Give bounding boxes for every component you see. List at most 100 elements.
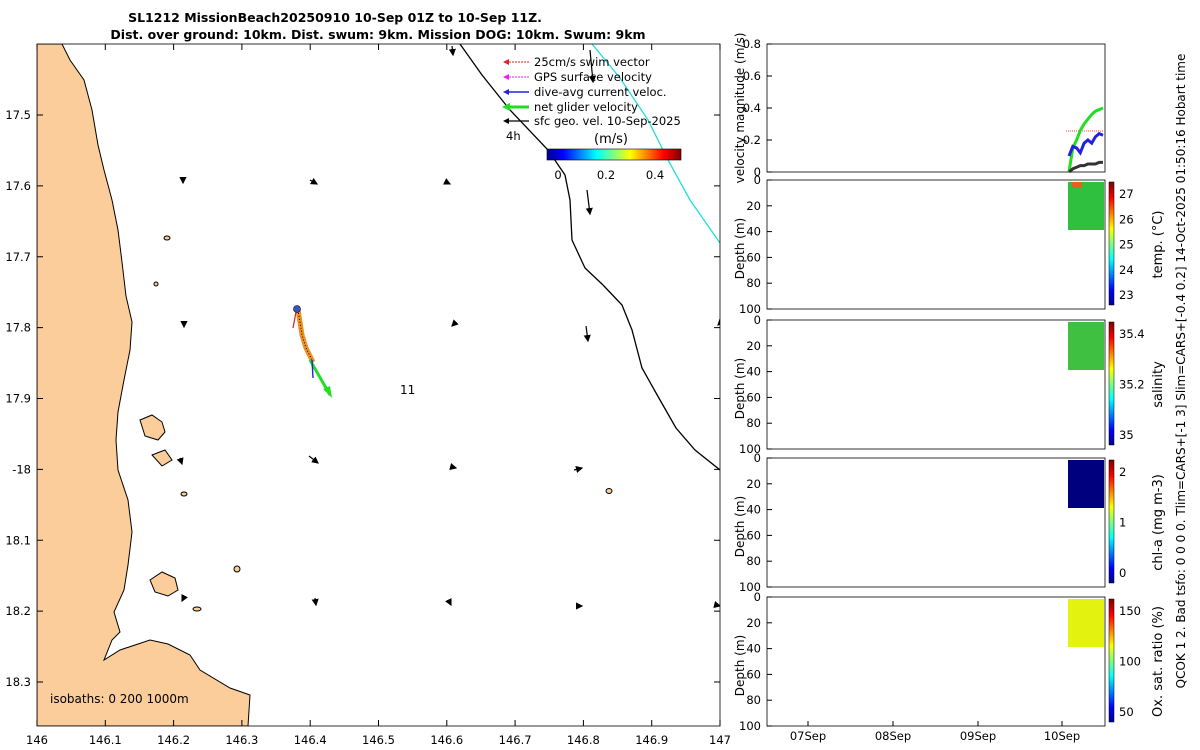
- cbar-tick-label: 150: [1119, 604, 1141, 618]
- island-5: [153, 281, 159, 287]
- map-xtick-label: 146.3: [225, 733, 258, 747]
- vel-ytick-label: 0: [754, 165, 761, 179]
- geo-velocity-arrows: [176, 45, 720, 610]
- net-glider-head: [323, 386, 332, 398]
- legend-gps: GPS surface velocity: [534, 70, 652, 84]
- depth-ytick-label: 20: [746, 477, 761, 491]
- cbar-tick-label: 23: [1119, 288, 1134, 302]
- depth-ytick-label: 0: [754, 313, 761, 327]
- depth-ytick-label: 80: [746, 416, 761, 430]
- map-ytick-label: 18.2: [5, 604, 31, 618]
- depth-data-block: [1068, 460, 1104, 508]
- velocity-series-black: [1068, 160, 1103, 174]
- depth-data-block: [1068, 599, 1104, 647]
- island-3: [605, 488, 613, 494]
- time-xtick-label: 08Sep: [875, 729, 911, 743]
- time-xtick-label: 07Sep: [790, 729, 826, 743]
- map-xtick-label: 146.6: [430, 733, 463, 747]
- depth-panel-frame: [766, 596, 1106, 727]
- cbar-tick-0: 0: [554, 168, 561, 182]
- cbar-tick-label: 35: [1119, 428, 1134, 442]
- map-ytick-label: -18: [12, 462, 31, 476]
- isobaths-label: isobaths: 0 200 1000m: [50, 692, 189, 706]
- cbar-tick-label: 24: [1119, 263, 1134, 277]
- map-xtick-label: 146: [26, 733, 48, 747]
- colorbar-label: (m/s): [594, 132, 628, 147]
- cbar-tick-label: 1: [1119, 516, 1126, 530]
- depth-ytick-label: 100: [739, 442, 761, 456]
- depth-ytick-label: 100: [739, 719, 761, 733]
- depth-panel-4: 0 20 40 60 80 100 Depth (m) 150 100 50 Ox. sat. ra…: [733, 590, 1166, 743]
- depth-ytick-label: 100: [739, 580, 761, 594]
- map-xtick-label: 146.5: [362, 733, 395, 747]
- isobath-200m: [459, 44, 720, 471]
- depth-ytick-label: 80: [746, 276, 761, 290]
- current-vector: [311, 359, 314, 379]
- map-xtick-label: 146.2: [157, 733, 190, 747]
- depth-data-block: [1068, 182, 1104, 230]
- depth-panel-frame: [766, 457, 1106, 588]
- velocity-ylabel: velocity magnitude (m/s): [733, 33, 747, 184]
- cbar-tick-label: 27: [1119, 187, 1134, 201]
- swim-vector: [292, 311, 297, 329]
- depth-ytick-label: 20: [746, 616, 761, 630]
- cbar-tick-label: 100: [1119, 655, 1141, 669]
- map-legend: 25cm/s swim vector GPS surface velocity …: [502, 55, 682, 182]
- depth-ylabel: Depth (m): [733, 496, 747, 557]
- map-ytick-label: 17.5: [5, 108, 31, 122]
- map-x-axis: 146 146.1 146.2 146.3 146.4 146.5 146.6 146.7 14…: [26, 44, 731, 747]
- map-ytick-label: 17.6: [5, 179, 31, 193]
- depth-colorbar: [1108, 598, 1115, 723]
- cbar-tick-label: 26: [1119, 212, 1134, 226]
- depth-ytick-label: 60: [746, 667, 761, 681]
- map-xtick-label: 146.7: [499, 733, 532, 747]
- cbar-label: salinity: [1151, 361, 1166, 408]
- depth-ytick-label: 60: [746, 250, 761, 264]
- vel-ytick-label: 0.2: [743, 133, 761, 147]
- depth-colorbar: [1108, 459, 1115, 584]
- cbar-tick-label: 2: [1119, 465, 1126, 479]
- cbar-tick-1: 0.2: [597, 168, 615, 182]
- map-ytick-label: 18.3: [5, 675, 31, 689]
- cbar-tick-label: 35.4: [1119, 327, 1145, 341]
- cbar-tick-label: 25: [1119, 238, 1134, 252]
- cbar-tick-label: 0: [1119, 566, 1126, 580]
- depth-data-block: [1068, 322, 1104, 370]
- vel-ytick-label: 0.8: [743, 37, 761, 51]
- legend-geo: sfc geo. vel. 10-Sep-2025: [534, 114, 681, 128]
- depth-panel-2: 0 20 40 60 80 100 Depth (m) 35.4 35.2 35 salinity: [733, 313, 1166, 456]
- map-xtick-label: 147: [709, 733, 731, 747]
- title-line2: Dist. over ground: 10km. Dist. swum: 9km…: [110, 27, 645, 42]
- start-marker: [293, 305, 301, 313]
- num-label: 11: [400, 383, 415, 397]
- depth-ytick-label: 0: [754, 590, 761, 604]
- velocity-series-green: [1067, 106, 1104, 173]
- depth-ylabel: Depth (m): [733, 218, 747, 279]
- map-ytick-label: 18.1: [5, 533, 31, 547]
- island-8: [192, 606, 202, 612]
- depth-ytick-label: 40: [746, 365, 761, 379]
- cbar-tick-2: 0.4: [646, 168, 664, 182]
- legend-net: net glider velocity: [534, 100, 638, 114]
- depth-colorbar: [1108, 181, 1115, 306]
- depth-panel-3: 0 20 40 60 80 100 Depth (m) 2 1 0 chl-a (mg m-3): [733, 451, 1166, 594]
- map-xtick-label: 146.8: [567, 733, 600, 747]
- map-xtick-label: 146.4: [294, 733, 327, 747]
- cbar-tick-label: 50: [1119, 705, 1134, 719]
- depth-ytick-label: 80: [746, 554, 761, 568]
- side-caption: QCOK 1 2. Bad tsfo: 0 0 0 0. Tlim=CARS+[…: [1174, 54, 1188, 689]
- depth-ytick-label: 40: [746, 503, 761, 517]
- cyan-track: [591, 44, 720, 244]
- legend-4h: 4h: [506, 129, 521, 143]
- mainland-coast: [37, 44, 251, 726]
- island-4: [163, 235, 171, 241]
- vel-ytick-label: 0.6: [743, 69, 761, 83]
- map-y-axis: 17.5 17.6 17.7 17.8 17.9 -18 18.1 18.2 18.3: [5, 108, 720, 689]
- glider-track: [295, 309, 316, 364]
- velocity-panel: 0 0.2 0.4 0.6 0.8 velocity magnitude (m/s): [733, 33, 1106, 184]
- title-line1: SL1212 MissionBeach20250910 10-Sep 01Z t…: [128, 10, 542, 25]
- depth-panel-frame: [766, 319, 1106, 450]
- depth-ytick-label: 0: [754, 451, 761, 465]
- cbar-label: chl-a (mg m-3): [1151, 474, 1166, 571]
